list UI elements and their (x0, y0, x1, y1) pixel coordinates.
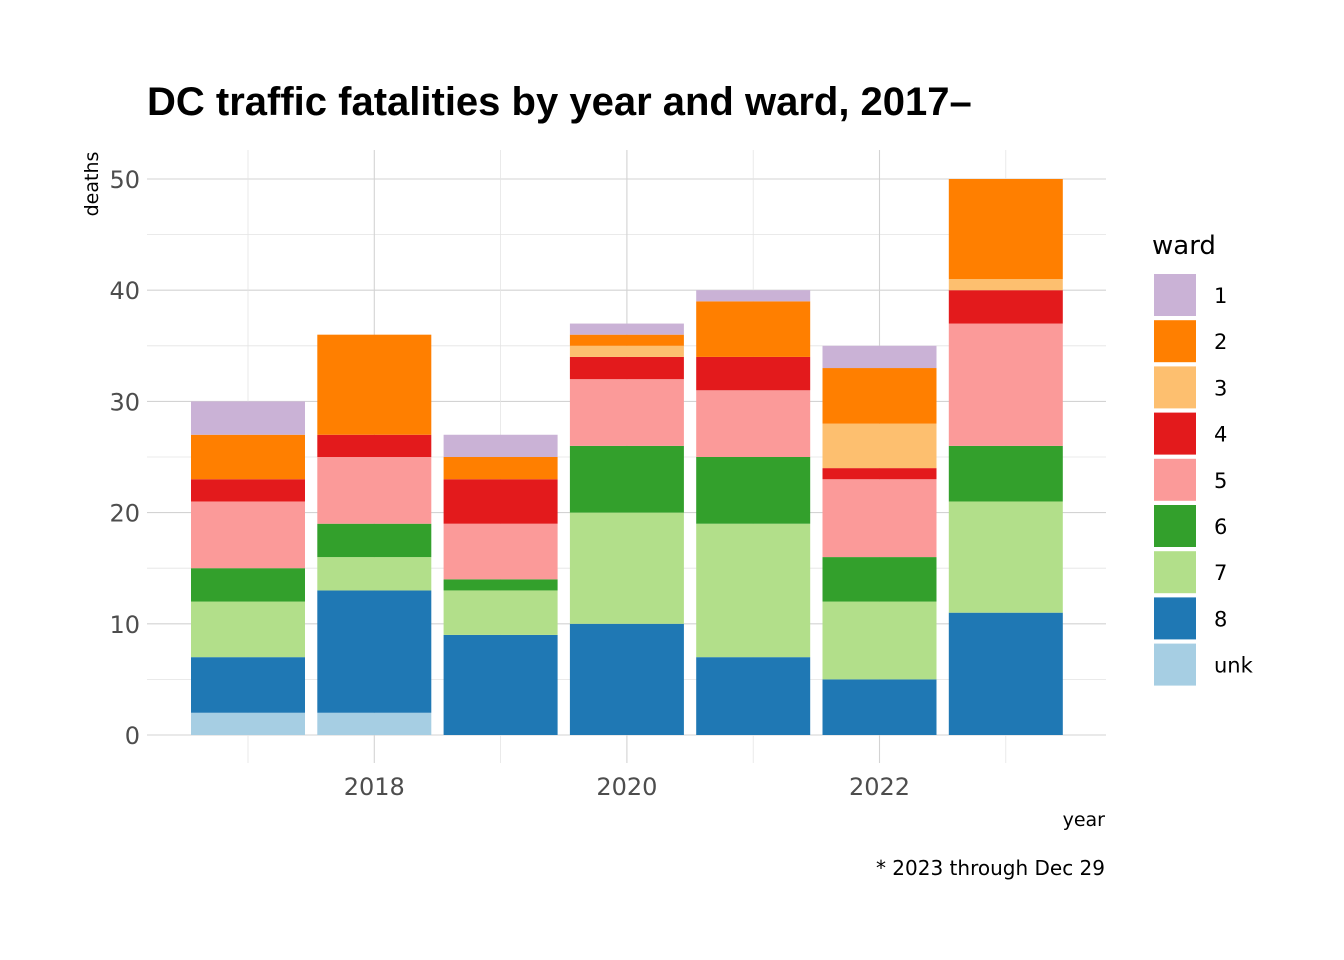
bar-segment-2017-ward-1 (191, 401, 305, 435)
legend: ward 1 2 3 4 5 6 7 8 unk (1152, 231, 1254, 686)
bar-segment-2017-ward-6 (191, 568, 305, 602)
bar-segment-2018-ward-2 (317, 334, 432, 435)
bar-segment-2021-ward-7 (696, 523, 811, 658)
bars (191, 179, 1063, 735)
legend-label-ward-2: 2 (1214, 330, 1227, 354)
legend-swatch-ward-8 (1154, 597, 1196, 640)
bar-segment-2018-ward-unk (317, 712, 432, 735)
bar-segment-2018-ward-8 (317, 590, 432, 713)
bar-segment-2023-ward-2 (948, 179, 1063, 280)
legend-swatch-ward-4 (1154, 412, 1196, 455)
bar-segment-2021-ward-6 (696, 457, 811, 524)
bar-segment-2020-ward-2 (569, 334, 684, 346)
legend-label-ward-3: 3 (1214, 376, 1227, 400)
legend-title: ward (1152, 231, 1216, 261)
bar-segment-2020-ward-4 (569, 356, 684, 380)
legend-swatch-ward-5 (1154, 458, 1196, 501)
bar-segment-2020-ward-5 (569, 379, 684, 446)
bar-segment-2017-ward-8 (191, 657, 305, 713)
legend-swatch-ward-3 (1154, 366, 1196, 409)
bar-segment-2019-ward-8 (443, 634, 558, 735)
bar-segment-2019-ward-6 (443, 579, 558, 591)
bar-segment-2022-ward-7 (822, 601, 937, 680)
y-tick-label: 40 (109, 277, 140, 305)
bar-segment-2017-ward-4 (191, 479, 305, 502)
bar-segment-2022-ward-2 (822, 368, 937, 424)
legend-label-ward-5: 5 (1214, 469, 1227, 493)
bar-segment-2020-ward-6 (569, 445, 684, 513)
legend-swatch-ward-2 (1154, 320, 1196, 363)
bar-segment-2022-ward-6 (822, 557, 937, 602)
x-tick-label: 2018 (344, 773, 405, 801)
bar-segment-2018-ward-7 (317, 557, 432, 591)
bar-segment-2021-ward-2 (696, 301, 811, 357)
bar-segment-2023-ward-6 (948, 445, 1063, 502)
legend-swatch-ward-7 (1154, 551, 1196, 594)
bar-segment-2023-ward-7 (948, 501, 1063, 613)
bar-segment-2020-ward-8 (569, 623, 684, 735)
bar-segment-2022-ward-5 (822, 479, 937, 558)
legend-label-ward-8: 8 (1214, 607, 1227, 631)
y-tick-label: 50 (109, 166, 140, 194)
bar-segment-2023-ward-3 (948, 279, 1063, 291)
y-axis-ticks: 0 10 20 30 40 50 (109, 166, 140, 750)
bar-segment-2019-ward-7 (443, 590, 558, 635)
legend-swatch-ward-1 (1154, 274, 1196, 316)
chart-title: DC traffic fatalities by year and ward, … (147, 80, 972, 124)
bar-segment-2019-ward-1 (443, 434, 558, 457)
bar-segment-2021-ward-4 (696, 356, 811, 391)
legend-label-ward-4: 4 (1214, 423, 1227, 447)
y-tick-label: 30 (109, 388, 140, 416)
bar-segment-2020-ward-1 (569, 323, 684, 335)
bar-segment-2019-ward-2 (443, 457, 558, 480)
y-tick-label: 10 (109, 611, 140, 639)
bar-segment-2021-ward-1 (696, 290, 811, 302)
y-axis-title: deaths (81, 152, 103, 217)
bar-segment-2020-ward-3 (569, 345, 684, 357)
bar-segment-2019-ward-5 (443, 523, 558, 580)
bar-segment-2020-ward-7 (569, 512, 684, 624)
x-tick-label: 2020 (596, 773, 657, 801)
bar-segment-2022-ward-8 (822, 679, 937, 735)
legend-swatch-ward-unk (1154, 643, 1196, 686)
legend-swatch-ward-6 (1154, 505, 1196, 547)
bar-segment-2021-ward-5 (696, 390, 811, 457)
bar-segment-2022-ward-4 (822, 468, 937, 480)
bar-segment-2022-ward-3 (822, 423, 937, 469)
bar-segment-2023-ward-8 (948, 612, 1063, 735)
bar-segment-2017-ward-unk (191, 712, 305, 735)
legend-label-ward-7: 7 (1214, 561, 1227, 585)
bar-segment-2017-ward-7 (191, 601, 305, 658)
bar-segment-2023-ward-5 (948, 323, 1063, 446)
bar-segment-2017-ward-5 (191, 501, 305, 569)
bar-segment-2019-ward-4 (443, 479, 558, 524)
legend-label-ward-unk: unk (1214, 654, 1254, 678)
bar-segment-2023-ward-4 (948, 290, 1063, 324)
bar-segment-2021-ward-8 (696, 657, 811, 735)
x-tick-label: 2022 (849, 773, 910, 801)
legend-label-ward-6: 6 (1214, 515, 1227, 539)
y-tick-label: 20 (109, 500, 140, 528)
bar-segment-2018-ward-5 (317, 457, 432, 524)
chart-caption: * 2023 through Dec 29 (876, 856, 1105, 880)
y-tick-label: 0 (125, 722, 140, 750)
x-axis-title: year (1063, 809, 1106, 831)
x-axis-ticks: 2018 2020 2022 (344, 773, 910, 801)
bar-segment-2018-ward-6 (317, 523, 432, 558)
legend-label-ward-1: 1 (1214, 284, 1227, 308)
bar-segment-2017-ward-2 (191, 434, 305, 480)
bar-segment-2022-ward-1 (822, 345, 937, 369)
bar-segment-2018-ward-4 (317, 434, 432, 457)
